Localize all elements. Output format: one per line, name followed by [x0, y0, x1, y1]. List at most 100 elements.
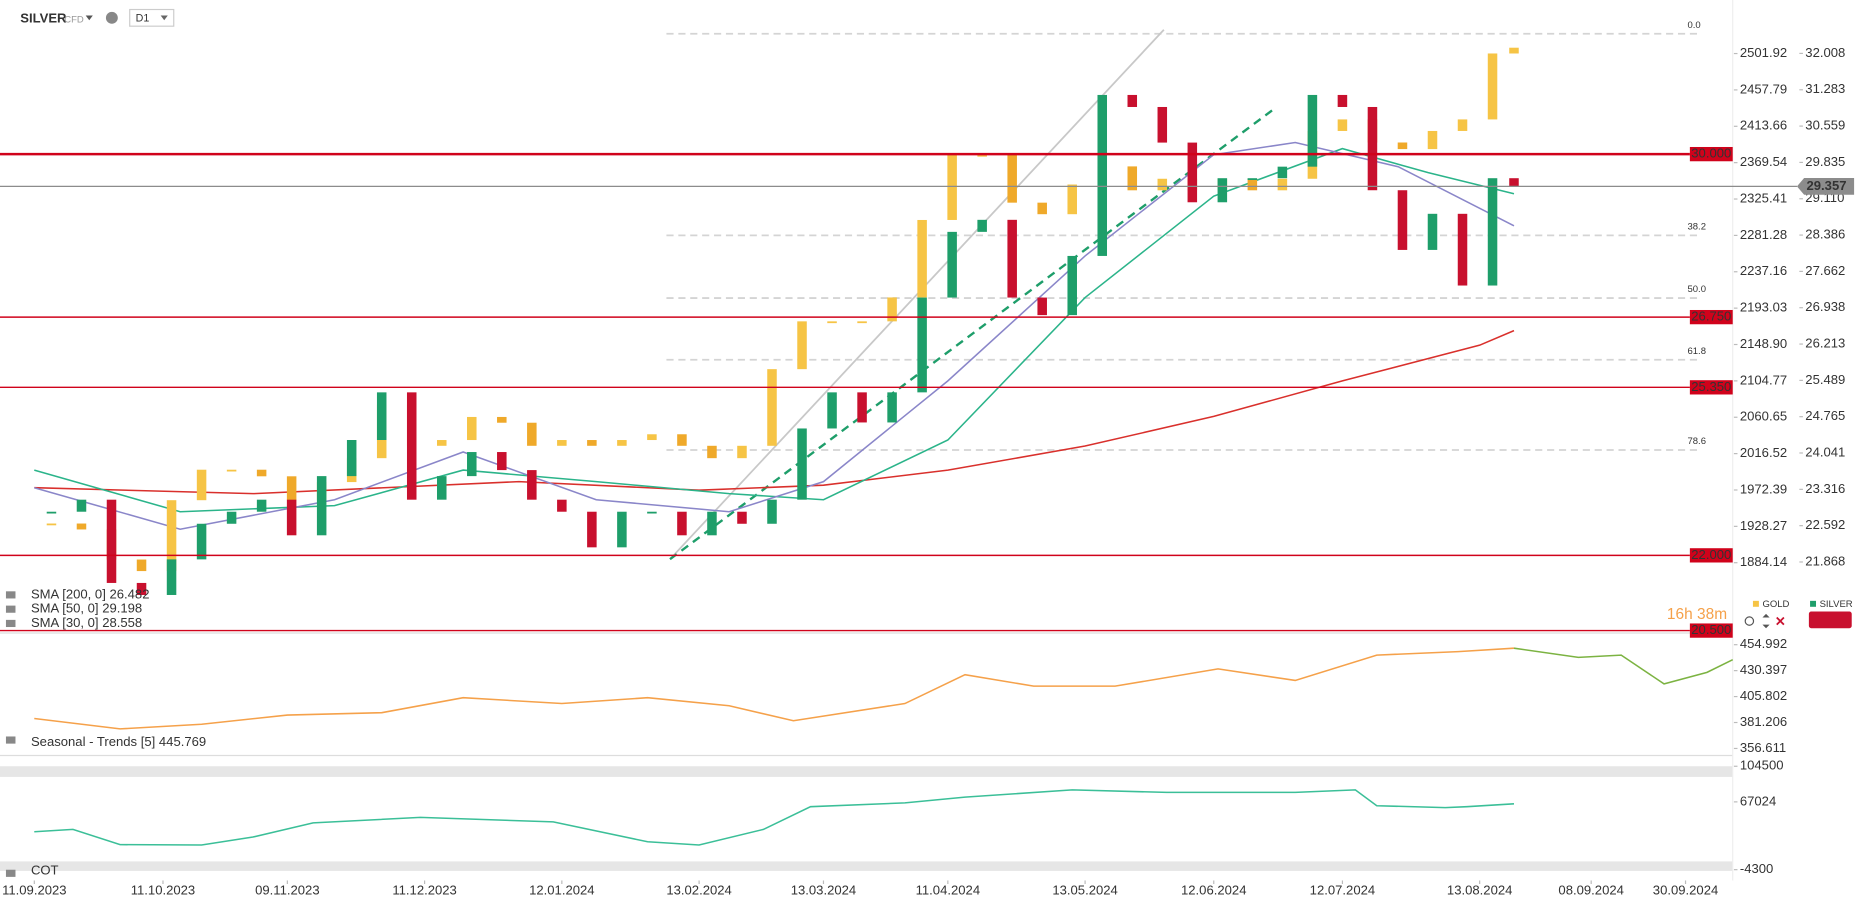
- candle: [166, 559, 177, 595]
- candle: [797, 428, 807, 500]
- y-tick-label: 381.206: [1740, 714, 1787, 729]
- candle: [376, 392, 387, 441]
- symbol-dropdown[interactable]: [85, 15, 93, 21]
- candle: [857, 392, 867, 423]
- legend-swatch: [1810, 600, 1817, 607]
- last-price-label: 29.357: [1806, 178, 1846, 193]
- y-tick-label: 67024: [1740, 793, 1776, 808]
- indicator-icon[interactable]: [5, 591, 16, 599]
- candle: [1247, 178, 1258, 180]
- level-label: 30.000: [1691, 146, 1731, 161]
- candle: [196, 523, 207, 560]
- candle: [316, 476, 327, 536]
- level-label-box: [1689, 146, 1733, 162]
- x-tick-label: 13.08.2024: [1447, 883, 1512, 898]
- legend-label: SILVER: [1820, 599, 1853, 610]
- candle: [1127, 166, 1138, 191]
- level-label-box: [1689, 623, 1733, 638]
- indicator-line: [34, 789, 1515, 846]
- candle: [587, 440, 597, 446]
- indicator-line: [1513, 647, 1734, 685]
- indicator-icon[interactable]: [5, 869, 16, 877]
- timeframe-dropdown[interactable]: [160, 15, 168, 21]
- candle: [917, 297, 927, 393]
- back-layer: [666, 32, 1702, 451]
- gold-y-tick-label: 1884.14: [1740, 554, 1787, 569]
- gold-y-tick-label: 2060.65: [1740, 409, 1787, 424]
- candle: [677, 434, 687, 446]
- candle: [106, 499, 117, 583]
- indicator-icon[interactable]: [5, 605, 16, 613]
- gold-y-tick-label: 2457.79: [1740, 81, 1787, 96]
- candle: [647, 511, 657, 514]
- x-tick-label: 11.10.2023: [131, 883, 195, 898]
- timeframe-box[interactable]: [129, 8, 175, 27]
- candle: [286, 476, 297, 501]
- candle: [346, 440, 357, 477]
- candle: [827, 321, 837, 324]
- candle: [497, 416, 507, 423]
- candle: [1157, 178, 1168, 191]
- level-label-box: [1689, 548, 1733, 563]
- indicator-icon[interactable]: [5, 619, 16, 628]
- candle: [1487, 178, 1498, 286]
- trendline-dashed[interactable]: [669, 108, 1275, 561]
- candle: [1097, 94, 1108, 256]
- gold-y-tick-label: 2237.16: [1740, 263, 1787, 278]
- candle: [46, 511, 57, 514]
- fibonacci-label: 61.8: [1687, 346, 1706, 357]
- cot-band: [0, 861, 1733, 871]
- x-tick-label: 11.12.2023: [392, 883, 456, 898]
- candle: [1397, 142, 1408, 150]
- indicator-icon[interactable]: [5, 736, 16, 744]
- candle: [1509, 47, 1519, 54]
- candle: [1397, 190, 1408, 250]
- candle: [256, 499, 267, 512]
- candle: [857, 321, 867, 324]
- symbol[interactable]: SILVER: [20, 10, 67, 25]
- close-icon[interactable]: [1776, 616, 1785, 626]
- y-tick-label: 104500: [1740, 758, 1784, 773]
- candle: [226, 469, 237, 472]
- candle: [76, 523, 87, 530]
- x-tick-label: 08.09.2024: [1558, 883, 1623, 898]
- candle: [467, 452, 477, 477]
- x-tick-label: 13.02.2024: [666, 883, 731, 898]
- candle: [707, 445, 717, 459]
- gold-y-tick-label: 1928.27: [1740, 518, 1787, 533]
- gold-y-tick-label: 2016.52: [1740, 445, 1787, 460]
- silver-remove-button[interactable]: [1808, 611, 1852, 629]
- y-tick-label: 454.992: [1740, 636, 1787, 651]
- silver-y-tick-label: 23.316: [1805, 481, 1845, 496]
- indicator-line: [34, 647, 1515, 730]
- x-tick-label: 13.03.2024: [791, 883, 856, 898]
- silver-y-tick-label: 24.041: [1805, 444, 1845, 459]
- candle: [587, 511, 597, 548]
- candle: [1457, 119, 1468, 131]
- candle: [1067, 255, 1077, 316]
- silver-y-tick-label: 32.008: [1805, 45, 1845, 60]
- trendline[interactable]: [669, 29, 1165, 560]
- fibonacci-label: 0.0: [1687, 20, 1700, 31]
- candle: [436, 440, 447, 446]
- candle: [797, 321, 807, 370]
- candle: [917, 219, 927, 298]
- silver-y-tick-label: 24.765: [1805, 408, 1845, 423]
- candle: [76, 499, 87, 512]
- visibility-icon[interactable]: [1744, 616, 1755, 626]
- candle: [947, 231, 957, 298]
- candle: [406, 392, 417, 500]
- candle: [557, 440, 567, 446]
- timeframe[interactable]: D1: [136, 12, 150, 24]
- x-tick-label: 12.01.2024: [529, 883, 594, 898]
- candle: [647, 434, 657, 441]
- candle: [166, 500, 177, 572]
- gold-y-tick-label: 2148.90: [1740, 336, 1787, 351]
- info-icon[interactable]: [105, 11, 118, 24]
- fibonacci-label: 50.0: [1687, 284, 1706, 295]
- candle: [497, 452, 507, 471]
- silver-y-tick-label: 25.489: [1805, 372, 1845, 387]
- gold-y-tick-label: 2193.03: [1740, 300, 1787, 315]
